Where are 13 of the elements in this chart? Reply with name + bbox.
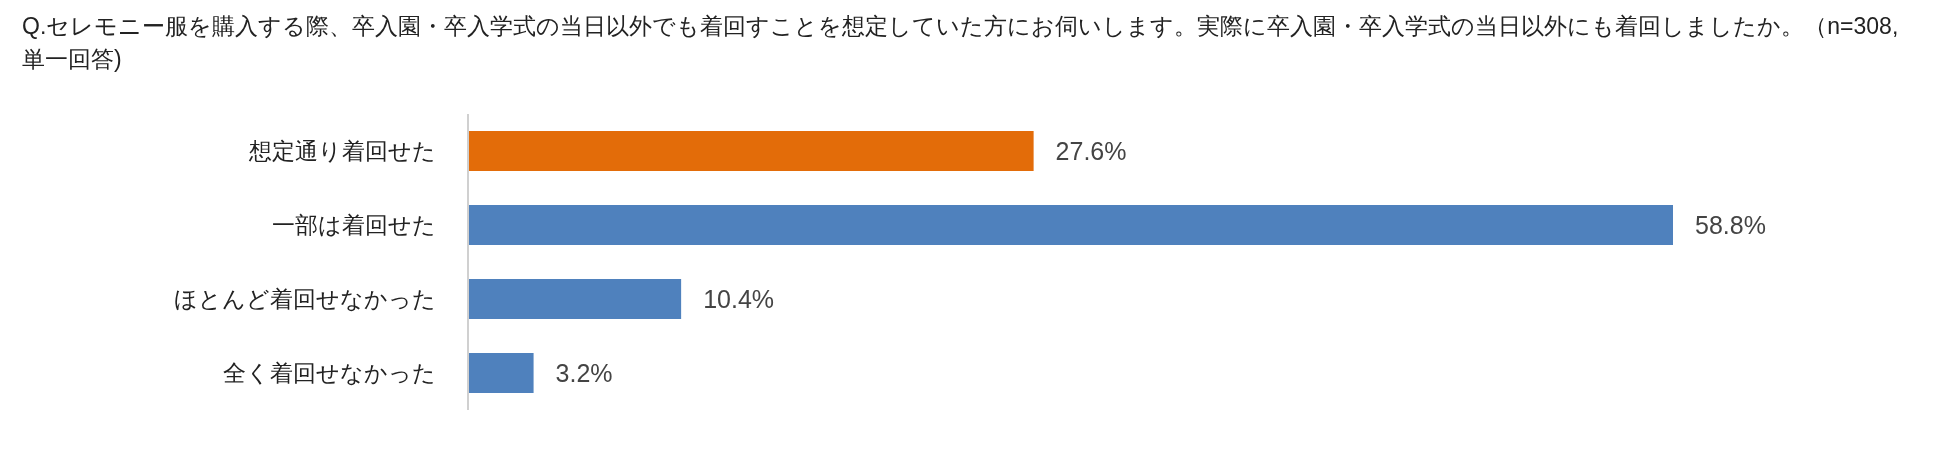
bar — [468, 131, 1034, 171]
chart-title: Q.セレモニー服を購入する際、卒入園・卒入学式の当日以外でも着回すことを想定していた方にお伺いします。実際に卒入園・卒入学式の当日以外にも着回しましたか。（n=308,単一回答) — [22, 13, 1899, 72]
bar — [468, 205, 1673, 245]
y-tick-label: 全く着回せなかった — [223, 360, 436, 386]
y-tick-label: ほとんど着回せなかった — [174, 286, 436, 312]
data-label: 3.2% — [555, 359, 613, 387]
y-tick-label: 想定通り着回せた — [248, 138, 436, 164]
y-tick-label: 一部は着回せた — [272, 212, 436, 238]
data-label: 27.6% — [1055, 137, 1127, 165]
bar — [468, 353, 534, 393]
data-label: 58.8% — [1695, 211, 1766, 239]
data-label: 10.4% — [703, 285, 775, 313]
bar — [468, 279, 682, 319]
